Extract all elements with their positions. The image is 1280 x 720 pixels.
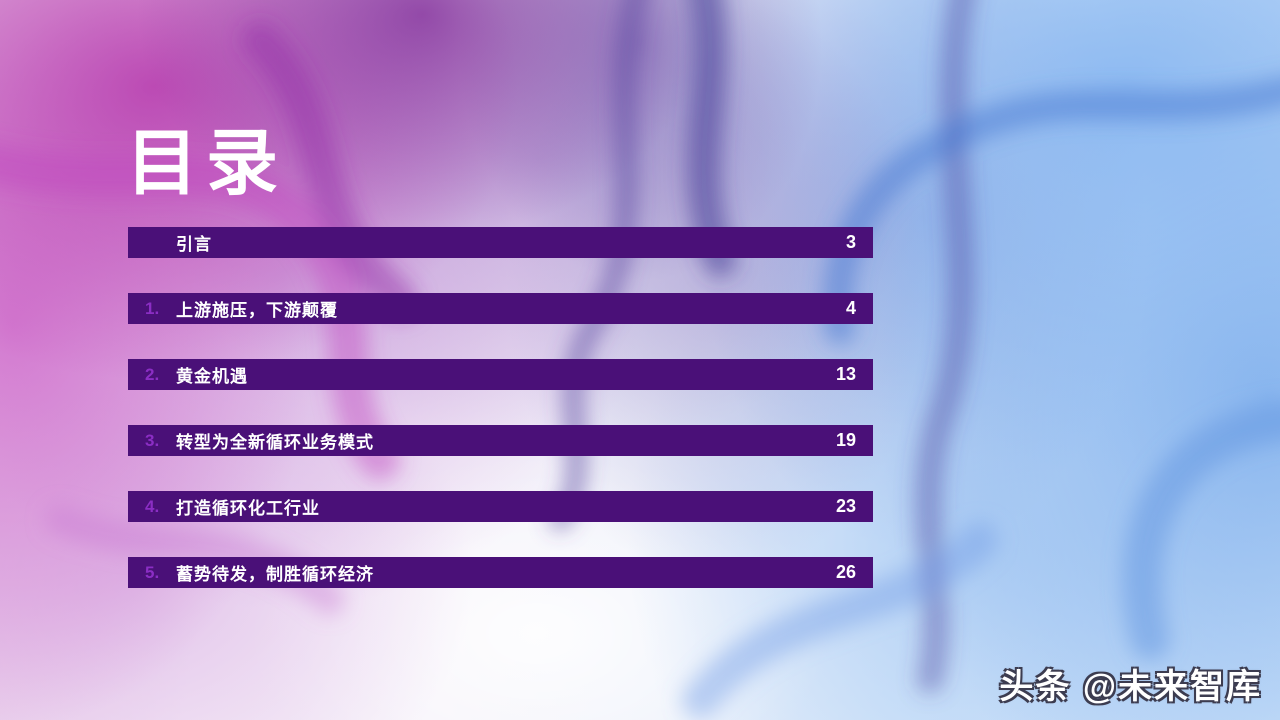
toc-item-label: 转型为全新循环业务模式 <box>176 433 374 452</box>
toc-item-page: 3 <box>845 232 856 252</box>
toc-row[interactable]: 1. 上游施压，下游颠覆 4 <box>128 293 873 324</box>
toc-item-page: 4 <box>845 298 856 318</box>
toc-item-page: 13 <box>835 364 856 384</box>
toc-item-number: 4. <box>145 496 160 516</box>
toc-item-number: 1. <box>145 298 160 318</box>
toc-item-page: 23 <box>835 496 856 516</box>
watermark: 头条 @未来智库 <box>999 668 1262 706</box>
toc-row[interactable]: 5. 蓄势待发，制胜循环经济 26 <box>128 557 873 588</box>
toc-item-number: 2. <box>145 364 160 384</box>
toc-item-label: 上游施压，下游颠覆 <box>176 301 338 320</box>
toc-item-label: 蓄势待发，制胜循环经济 <box>176 565 374 584</box>
toc-row[interactable]: 3. 转型为全新循环业务模式 19 <box>128 425 873 456</box>
toc-item-number: 3. <box>145 430 160 450</box>
page-title: 目录 <box>126 124 287 204</box>
toc-item-label: 打造循环化工行业 <box>176 499 320 518</box>
toc-list: 引言 3 1. 上游施压，下游颠覆 4 2. 黄金机遇 13 3. 转型为全新循… <box>128 227 873 588</box>
toc-item-page: 19 <box>835 430 856 450</box>
toc-item-label: 黄金机遇 <box>176 367 248 386</box>
toc-row[interactable]: 引言 3 <box>128 227 873 258</box>
toc-item-number: 5. <box>145 562 160 582</box>
toc-item-label: 引言 <box>176 235 212 254</box>
toc-item-page: 26 <box>835 562 856 582</box>
toc-row[interactable]: 4. 打造循环化工行业 23 <box>128 491 873 522</box>
toc-row[interactable]: 2. 黄金机遇 13 <box>128 359 873 390</box>
